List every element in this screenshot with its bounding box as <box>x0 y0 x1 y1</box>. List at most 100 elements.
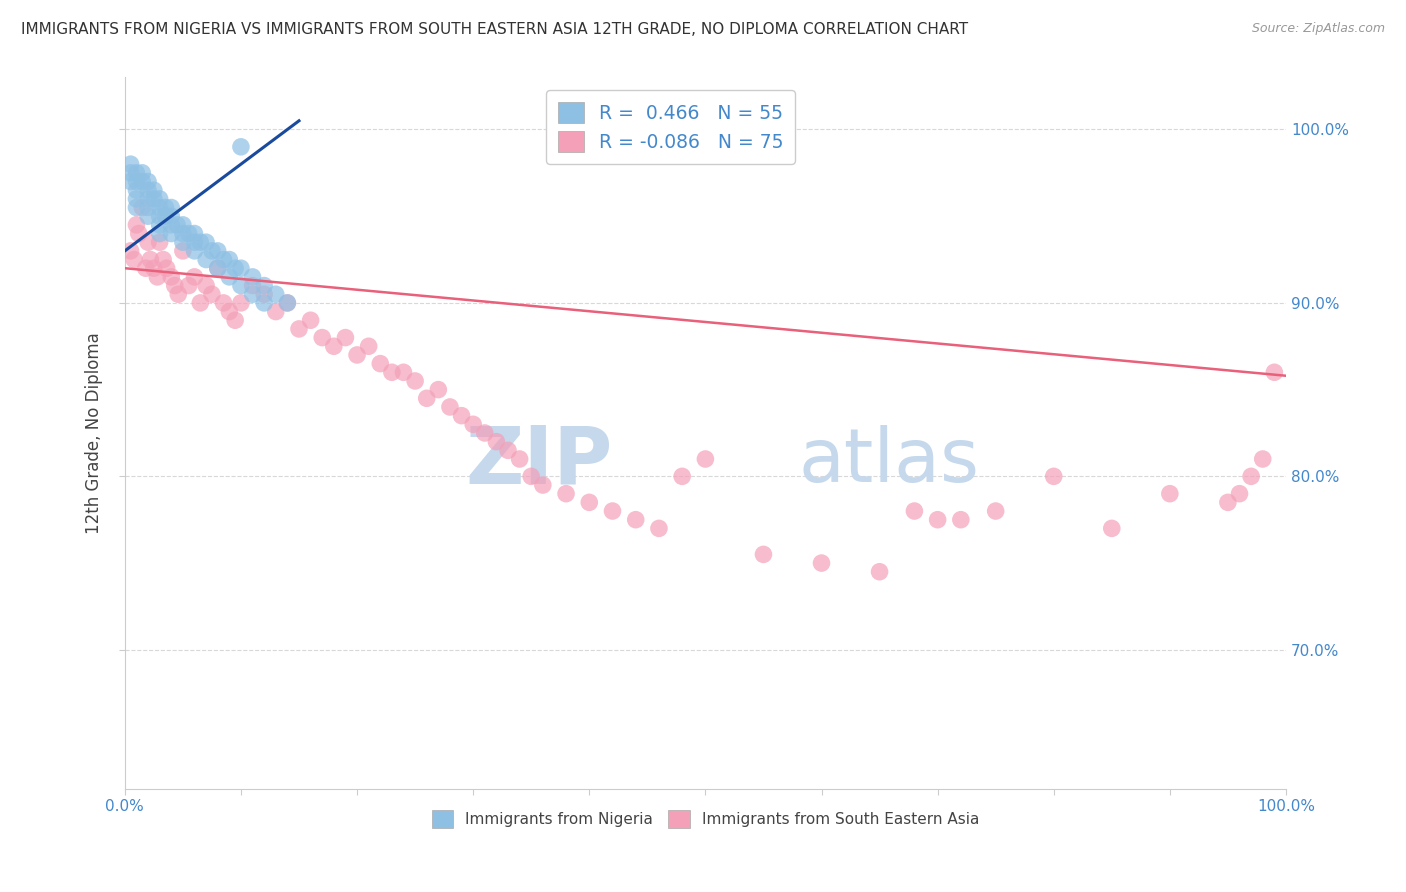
Point <box>903 504 925 518</box>
Point <box>160 218 183 232</box>
Point <box>218 304 240 318</box>
Point <box>136 192 159 206</box>
Point <box>131 201 153 215</box>
Point <box>381 365 404 379</box>
Point <box>439 400 461 414</box>
Point <box>602 504 624 518</box>
Point <box>201 244 224 258</box>
Point <box>136 183 159 197</box>
Point <box>149 192 172 206</box>
Point <box>125 166 148 180</box>
Point <box>156 261 179 276</box>
Point <box>624 513 647 527</box>
Point <box>427 383 450 397</box>
Point <box>242 269 264 284</box>
Point <box>218 269 240 284</box>
Point <box>1159 486 1181 500</box>
Point <box>276 296 298 310</box>
Point <box>160 269 183 284</box>
Point <box>531 478 554 492</box>
Point <box>149 227 172 241</box>
Point <box>149 235 172 250</box>
Point <box>346 348 368 362</box>
Point <box>984 504 1007 518</box>
Point <box>242 278 264 293</box>
Point <box>288 322 311 336</box>
Point <box>166 218 188 232</box>
Point <box>299 313 322 327</box>
Text: ZIP: ZIP <box>465 423 613 500</box>
Point <box>149 209 172 223</box>
Point <box>172 218 194 232</box>
Point <box>163 278 186 293</box>
Point <box>229 296 252 310</box>
Point <box>322 339 344 353</box>
Text: Source: ZipAtlas.com: Source: ZipAtlas.com <box>1251 22 1385 36</box>
Point <box>242 287 264 301</box>
Point <box>188 235 211 250</box>
Point <box>671 469 693 483</box>
Point <box>195 278 218 293</box>
Point <box>463 417 485 432</box>
Point <box>160 227 183 241</box>
Point <box>149 218 172 232</box>
Point <box>357 339 380 353</box>
Point <box>177 278 200 293</box>
Point <box>183 235 205 250</box>
Point <box>1240 469 1263 483</box>
Point <box>253 296 276 310</box>
Point <box>264 304 287 318</box>
Text: atlas: atlas <box>799 425 980 498</box>
Point <box>207 244 229 258</box>
Point <box>224 313 246 327</box>
Point <box>172 235 194 250</box>
Point <box>276 296 298 310</box>
Point <box>520 469 543 483</box>
Point <box>135 261 157 276</box>
Point <box>120 244 142 258</box>
Point <box>1263 365 1285 379</box>
Point <box>404 374 426 388</box>
Point <box>1251 452 1274 467</box>
Point <box>555 486 578 500</box>
Point <box>1101 521 1123 535</box>
Y-axis label: 12th Grade, No Diploma: 12th Grade, No Diploma <box>86 332 103 533</box>
Point <box>188 296 211 310</box>
Point <box>1216 495 1239 509</box>
Point <box>218 252 240 267</box>
Point <box>172 227 194 241</box>
Point <box>201 287 224 301</box>
Point <box>120 166 142 180</box>
Point <box>131 166 153 180</box>
Point <box>128 227 150 241</box>
Point <box>195 252 218 267</box>
Point <box>212 296 235 310</box>
Point <box>152 252 174 267</box>
Point <box>142 192 165 206</box>
Point <box>131 174 153 188</box>
Point <box>136 201 159 215</box>
Point <box>1042 469 1064 483</box>
Point <box>1229 486 1251 500</box>
Point <box>229 140 252 154</box>
Point <box>695 452 717 467</box>
Point <box>509 452 531 467</box>
Text: IMMIGRANTS FROM NIGERIA VS IMMIGRANTS FROM SOUTH EASTERN ASIA 12TH GRADE, NO DIP: IMMIGRANTS FROM NIGERIA VS IMMIGRANTS FR… <box>21 22 969 37</box>
Point <box>392 365 415 379</box>
Point <box>224 261 246 276</box>
Point <box>183 244 205 258</box>
Point <box>869 565 891 579</box>
Point <box>311 330 333 344</box>
Point <box>253 287 276 301</box>
Point <box>120 174 142 188</box>
Point <box>146 269 169 284</box>
Point <box>485 434 508 449</box>
Point <box>160 201 183 215</box>
Point <box>229 261 252 276</box>
Legend: Immigrants from Nigeria, Immigrants from South Eastern Asia: Immigrants from Nigeria, Immigrants from… <box>426 805 986 834</box>
Point <box>264 287 287 301</box>
Point <box>496 443 519 458</box>
Point <box>155 201 177 215</box>
Point <box>125 218 148 232</box>
Point <box>183 269 205 284</box>
